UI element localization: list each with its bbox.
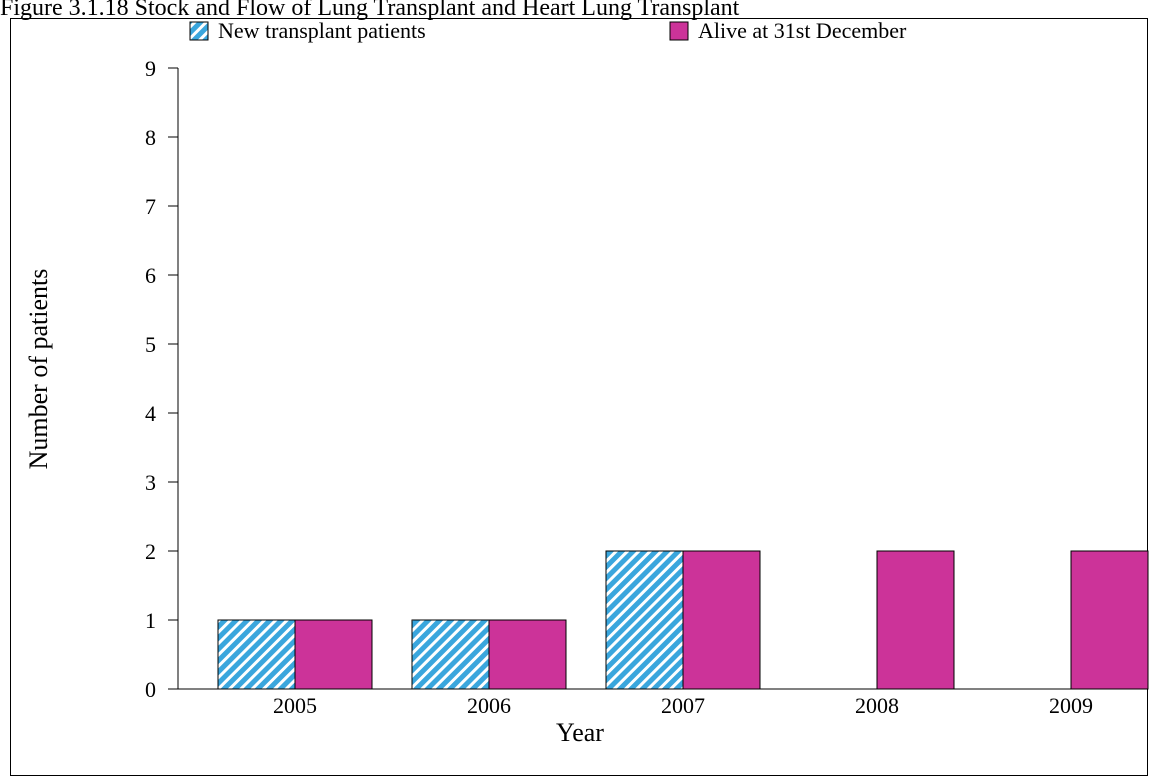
y-tick-label: 6 xyxy=(145,263,156,288)
bar-alive-31-dec xyxy=(294,619,373,690)
x-tick-label: 2009 xyxy=(1049,693,1093,718)
y-tick-label: 8 xyxy=(145,125,156,150)
y-tick-label: 9 xyxy=(145,56,156,81)
chart-title: Figure 3.1.18 Stock and Flow of Lung Tra… xyxy=(0,0,740,21)
y-axis: 0 1 2 3 4 5 6 7 8 9 xyxy=(145,56,179,702)
x-tick-label: 2008 xyxy=(855,693,899,718)
x-tick-label: 2005 xyxy=(273,693,317,718)
bar-alive-31-dec xyxy=(876,550,955,690)
y-tick-label: 5 xyxy=(145,332,156,357)
legend-swatch-alive xyxy=(669,21,689,41)
bars xyxy=(217,550,1149,690)
legend-label-new-transplant: New transplant patients xyxy=(218,18,426,43)
legend-label-alive: Alive at 31st December xyxy=(698,18,907,43)
y-tick-label: 1 xyxy=(145,608,156,633)
bar-new-transplant xyxy=(411,619,490,690)
y-tick-label: 7 xyxy=(145,194,156,219)
y-tick-label: 0 xyxy=(145,677,156,702)
x-axis-title: Year xyxy=(556,718,604,747)
bar-alive-31-dec xyxy=(682,550,761,690)
x-tick-label: 2006 xyxy=(467,693,511,718)
y-tick-label: 3 xyxy=(145,470,156,495)
legend-swatch-new-transplant xyxy=(189,21,209,41)
y-axis-title: Number of patients xyxy=(24,269,53,470)
bar-new-transplant xyxy=(605,550,684,690)
x-tick-label: 2007 xyxy=(661,693,705,718)
bar-alive-31-dec xyxy=(1070,550,1149,690)
y-tick-label: 2 xyxy=(145,539,156,564)
chart-frame xyxy=(10,18,1148,776)
x-axis: 2005 2006 2007 2008 2009 xyxy=(178,688,1148,718)
y-tick-label: 4 xyxy=(145,401,156,426)
bar-new-transplant xyxy=(217,619,296,690)
bar-alive-31-dec xyxy=(488,619,567,690)
legend: New transplant patients Alive at 31st Dec… xyxy=(189,18,907,43)
